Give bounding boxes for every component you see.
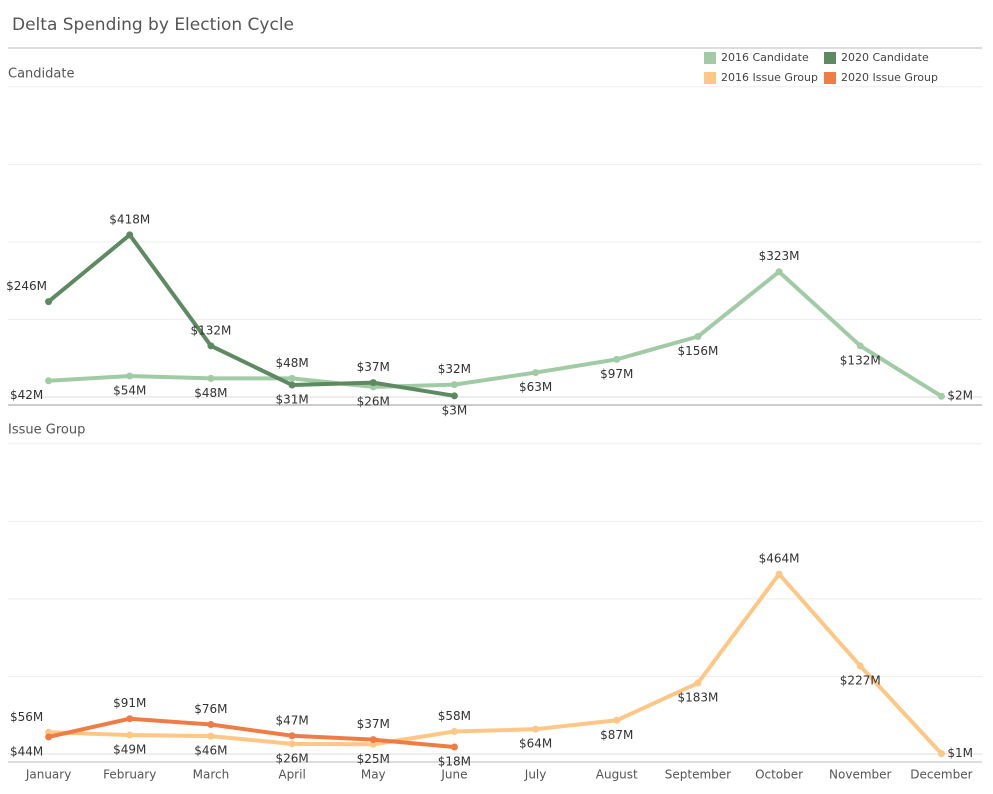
- point: [207, 342, 215, 350]
- data-label: $76M: [194, 702, 227, 716]
- legend-swatch: [824, 72, 836, 84]
- x-tick-label: July: [524, 768, 547, 782]
- data-label: $18M: [438, 755, 471, 769]
- legend-swatch: [824, 52, 836, 64]
- point: [450, 381, 458, 389]
- x-tick-label: May: [361, 768, 386, 782]
- point: [532, 725, 540, 733]
- data-label: $47M: [275, 713, 308, 727]
- x-tick-label: March: [193, 768, 230, 782]
- point: [45, 298, 53, 306]
- series-line: [48, 716, 455, 750]
- data-label: $26M: [357, 394, 390, 408]
- data-label: $156M: [677, 344, 718, 358]
- data-label: $183M: [677, 691, 718, 705]
- point: [126, 731, 134, 739]
- point: [369, 379, 377, 387]
- point: [450, 392, 458, 400]
- point: [856, 342, 864, 350]
- data-label: $64M: [519, 737, 552, 751]
- data-label: $37M: [357, 717, 390, 731]
- point: [450, 728, 458, 736]
- data-label: $227M: [840, 673, 881, 687]
- series-line: [47, 232, 455, 398]
- point: [369, 736, 377, 744]
- x-tick-label: October: [755, 768, 803, 782]
- data-label: $63M: [519, 380, 552, 394]
- point: [207, 374, 215, 382]
- data-label: $54M: [113, 384, 146, 398]
- data-label: $418M: [109, 212, 150, 226]
- point: [207, 721, 215, 729]
- legend-swatch: [704, 72, 716, 84]
- point: [775, 570, 783, 578]
- legend-label: 2016 Candidate: [721, 51, 809, 64]
- x-tick-label: June: [440, 768, 467, 782]
- point: [694, 679, 702, 687]
- point: [126, 372, 134, 380]
- point: [937, 750, 945, 758]
- legend-swatch: [704, 52, 716, 64]
- panel-title: Issue Group: [8, 423, 85, 438]
- data-label: $97M: [600, 367, 633, 381]
- x-tick-label: September: [665, 768, 731, 782]
- x-tick-label: February: [103, 768, 156, 782]
- data-label: $46M: [194, 744, 227, 758]
- legend-label: 2020 Candidate: [841, 51, 929, 64]
- point: [126, 231, 134, 239]
- data-label: $323M: [759, 249, 800, 263]
- x-tick-label: November: [829, 768, 891, 782]
- data-label: $49M: [113, 742, 146, 756]
- point: [532, 369, 540, 377]
- point: [694, 333, 702, 341]
- data-label: $32M: [438, 362, 471, 376]
- data-label: $56M: [10, 710, 43, 724]
- data-label: $464M: [759, 552, 800, 566]
- chart-title: Delta Spending by Election Cycle: [12, 15, 294, 35]
- point: [856, 662, 864, 670]
- point: [45, 377, 53, 385]
- point: [288, 381, 296, 389]
- point: [613, 716, 621, 724]
- point: [288, 740, 296, 748]
- legend-label: 2016 Issue Group: [721, 71, 818, 84]
- legend-label: 2020 Issue Group: [841, 71, 938, 84]
- point: [937, 392, 945, 400]
- point: [613, 355, 621, 363]
- series-line: [48, 269, 943, 398]
- data-label: $58M: [438, 709, 471, 723]
- data-label: $44M: [10, 744, 43, 758]
- data-label: $3M: [442, 403, 468, 417]
- x-tick-label: January: [25, 768, 72, 782]
- x-tick-label: December: [910, 768, 972, 782]
- x-tick-label: April: [278, 768, 305, 782]
- point: [288, 374, 296, 382]
- data-label: $48M: [194, 386, 227, 400]
- point: [775, 268, 783, 276]
- data-label: $1M: [947, 746, 973, 760]
- data-label: $31M: [275, 392, 308, 406]
- data-label: $48M: [275, 356, 308, 370]
- x-tick-label: August: [596, 768, 638, 782]
- data-label: $42M: [10, 388, 43, 402]
- point: [207, 732, 215, 740]
- data-label: $25M: [357, 752, 390, 766]
- point: [288, 732, 296, 740]
- point: [126, 715, 134, 723]
- data-label: $132M: [190, 323, 231, 337]
- data-label: $132M: [840, 353, 881, 367]
- data-label: $37M: [357, 360, 390, 374]
- panel-title: Candidate: [8, 67, 74, 82]
- data-label: $246M: [6, 279, 47, 293]
- point: [45, 733, 53, 741]
- data-label: $91M: [113, 696, 146, 710]
- series-line: [48, 572, 943, 755]
- data-label: $26M: [275, 751, 308, 765]
- data-label: $2M: [947, 389, 973, 403]
- point: [450, 743, 458, 751]
- data-label: $87M: [600, 728, 633, 742]
